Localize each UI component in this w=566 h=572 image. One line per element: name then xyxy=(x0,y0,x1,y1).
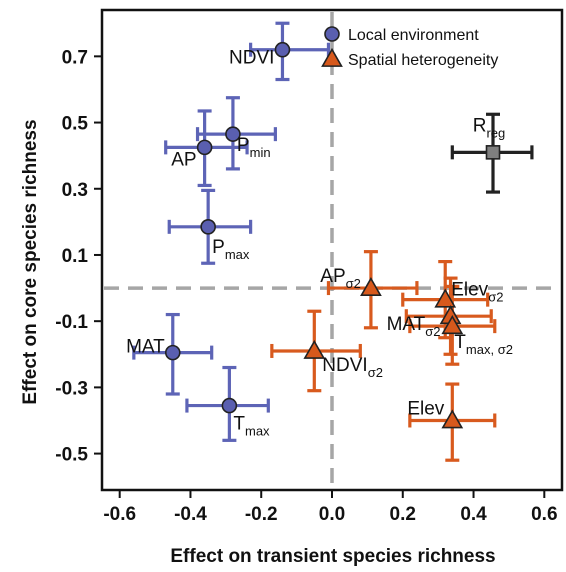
point-label: NDVIσ2 xyxy=(322,355,383,380)
point-label: Elev xyxy=(407,398,444,419)
x-axis-title: Effect on transient species richness xyxy=(170,546,495,567)
point-label: NDVI xyxy=(229,48,274,69)
x-tick-label: -0.6 xyxy=(103,504,136,525)
point-label: APσ2 xyxy=(320,266,361,291)
data-point-circle xyxy=(221,397,238,414)
data-point-circle xyxy=(164,344,181,361)
y-axis-title: Effect on core species richness xyxy=(20,119,41,404)
data-point-triangle xyxy=(360,276,382,296)
x-tick-label: -0.2 xyxy=(245,504,278,525)
point-label: MAT xyxy=(126,337,165,358)
x-tick-label: 0.2 xyxy=(390,504,416,525)
y-tick-label: -0.3 xyxy=(55,378,88,399)
point-label: Rreg xyxy=(473,115,506,140)
data-point-circle xyxy=(225,126,241,142)
data-point-triangle xyxy=(303,339,326,359)
data-point-circle xyxy=(200,219,216,235)
y-tick-label: -0.1 xyxy=(55,312,88,333)
y-tick-label: 0.7 xyxy=(62,47,88,68)
data-point-square xyxy=(485,145,501,160)
y-tick-label: 0.1 xyxy=(62,246,89,267)
x-tick-label: 0.4 xyxy=(460,504,487,525)
y-tick-label: 0.3 xyxy=(62,180,88,201)
point-label: AP xyxy=(171,149,196,170)
legend-label: Spatial heterogeneity xyxy=(348,52,498,69)
plot-frame xyxy=(100,8,564,492)
y-tick-label: -0.5 xyxy=(55,445,88,466)
point-label: Tmax, σ2 xyxy=(454,332,513,357)
data-point-triangle xyxy=(441,315,464,335)
data-point-triangle xyxy=(441,409,464,429)
point-label: Pmin xyxy=(237,135,271,160)
y-tick-label: 0.5 xyxy=(62,114,89,135)
legend-label: Local environment xyxy=(348,27,479,44)
data-point-circle xyxy=(196,139,213,156)
legend-marker-circle xyxy=(324,26,340,42)
data-point-triangle xyxy=(434,288,457,308)
x-tick-label: 0.6 xyxy=(531,504,557,525)
point-label: Tmax xyxy=(233,414,270,439)
data-point-circle xyxy=(274,41,291,58)
x-tick-label: 0.0 xyxy=(319,504,345,525)
point-label: Pmax xyxy=(212,237,250,262)
legend-marker-triangle xyxy=(321,47,343,67)
x-tick-label: -0.4 xyxy=(174,504,207,525)
point-label: MATσ2 xyxy=(387,314,441,339)
point-label: Elevσ2 xyxy=(451,280,503,305)
